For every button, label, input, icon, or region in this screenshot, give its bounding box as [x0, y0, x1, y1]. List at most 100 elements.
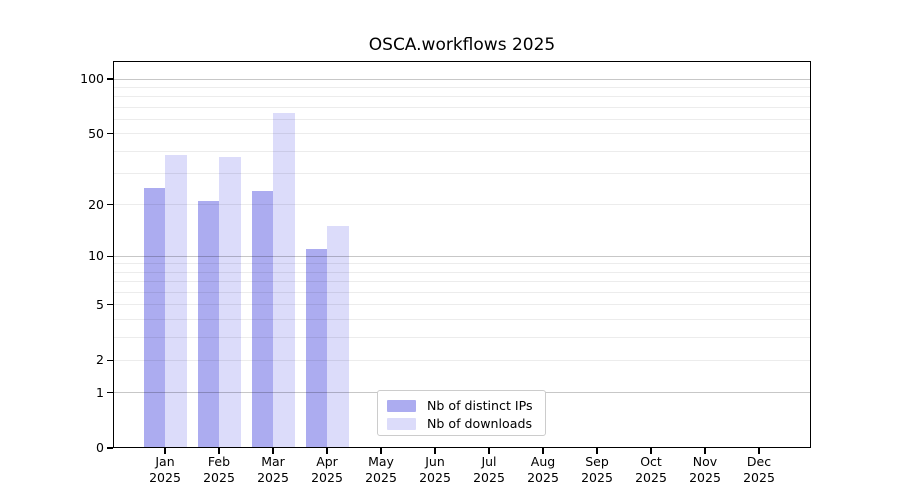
x-tick-mark-dec: [758, 448, 760, 454]
y-tick-label-100: 100: [80, 71, 104, 86]
minor-gridline-60: [113, 118, 811, 120]
month-year: 2025: [473, 470, 505, 485]
minor-gridline-2: [113, 359, 811, 361]
month-name: Sep: [585, 454, 609, 469]
bar-downloads-feb: [219, 157, 241, 448]
y-tick-mark-0: [106, 447, 113, 449]
x-tick-mark-may: [380, 448, 382, 454]
minor-gridline-40: [113, 150, 811, 152]
x-tick-label-jul: Jul 2025: [462, 454, 516, 486]
legend-label-downloads: Nb of downloads: [427, 415, 533, 431]
y-tick-label-5: 5: [96, 296, 104, 312]
y-axis-line: [113, 61, 115, 448]
x-tick-mark-jun: [434, 448, 436, 454]
minor-gridline-30: [113, 172, 811, 174]
minor-gridline-9: [113, 263, 811, 265]
y-tick-label-2: 2: [96, 352, 104, 368]
major-gridline-10: [113, 255, 811, 257]
minor-gridline-8: [113, 271, 811, 273]
plot-border-top: [113, 61, 811, 63]
month-name: Dec: [746, 454, 772, 469]
y-tick-mark-20: [106, 203, 113, 206]
x-tick-mark-oct: [650, 448, 652, 454]
minor-gridline-3: [113, 336, 811, 338]
y-tick-label-0: 0: [96, 440, 104, 455]
month-name: Jan: [155, 454, 175, 469]
bar-distinct-ips-jan: [143, 187, 165, 448]
bar-distinct-ips-mar: [251, 190, 273, 448]
y-tick-mark-5: [106, 304, 113, 306]
legend-entry-downloads: Nb of downloads: [387, 415, 536, 433]
minor-gridline-50: [113, 133, 811, 135]
x-tick-mark-aug: [542, 448, 544, 454]
bar-downloads-jan: [165, 155, 187, 448]
x-tick-label-aug: Aug 2025: [516, 454, 570, 486]
minor-gridline-7: [113, 281, 811, 283]
minor-gridline-90: [113, 86, 811, 88]
plot-border-right: [809, 61, 811, 448]
bar-downloads-mar: [273, 113, 295, 448]
month-year: 2025: [257, 470, 289, 485]
y-tick-label-10: 10: [88, 248, 104, 264]
x-tick-label-dec: Dec 2025: [732, 454, 786, 486]
x-tick-mark-mar: [272, 448, 274, 454]
minor-gridline-80: [113, 96, 811, 98]
legend-entry-distinct-ips: Nb of distinct IPs: [387, 397, 536, 415]
minor-gridline-20: [113, 204, 811, 206]
x-tick-mark-nov: [704, 448, 706, 454]
legend-swatch-distinct-ips: [387, 399, 416, 412]
bar-downloads-apr: [327, 226, 349, 448]
minor-gridline-70: [113, 106, 811, 108]
minor-gridline-5: [113, 304, 811, 306]
month-name: Feb: [207, 454, 231, 469]
x-tick-mark-jan: [164, 448, 166, 454]
month-year: 2025: [203, 470, 235, 485]
y-tick-mark-1: [106, 391, 113, 394]
legend-swatch-downloads: [387, 417, 416, 430]
month-year: 2025: [149, 470, 181, 485]
y-tick-mark-100: [106, 78, 113, 80]
month-year: 2025: [743, 470, 775, 485]
month-name: Jul: [481, 454, 497, 469]
month-name: Mar: [261, 454, 285, 469]
major-gridline-100: [113, 78, 811, 80]
month-year: 2025: [365, 470, 397, 485]
month-year: 2025: [581, 470, 613, 485]
x-tick-label-jun: Jun 2025: [408, 454, 462, 486]
x-tick-label-feb: Feb 2025: [192, 454, 246, 486]
x-tick-label-nov: Nov 2025: [678, 454, 732, 486]
month-year: 2025: [635, 470, 667, 485]
y-tick-mark-10: [106, 255, 113, 257]
month-year: 2025: [419, 470, 451, 485]
x-axis-line: [113, 446, 811, 448]
month-year: 2025: [689, 470, 721, 485]
month-name: Apr: [316, 454, 338, 469]
x-tick-label-may: May 2025: [354, 454, 408, 486]
x-tick-mark-apr: [326, 448, 328, 454]
bar-distinct-ips-feb: [197, 200, 219, 448]
x-tick-label-apr: Apr 2025: [300, 454, 354, 486]
chart-title: OSCA.workflows 2025: [368, 35, 556, 55]
x-tick-mark-jul: [488, 448, 490, 454]
plot-area: Nb of distinct IPs Nb of downloads: [113, 61, 811, 448]
month-name: Oct: [640, 454, 662, 469]
y-tick-label-20: 20: [88, 196, 104, 212]
x-tick-mark-feb: [218, 448, 220, 454]
legend: Nb of distinct IPs Nb of downloads: [377, 390, 546, 436]
minor-gridline-6: [113, 291, 811, 293]
y-tick-label-50: 50: [88, 125, 104, 141]
x-tick-label-sep: Sep 2025: [570, 454, 624, 486]
month-name: May: [368, 454, 394, 469]
x-tick-label-mar: Mar 2025: [246, 454, 300, 486]
minor-gridline-4: [113, 318, 811, 320]
y-tick-mark-50: [106, 132, 113, 135]
month-name: Nov: [692, 454, 718, 469]
month-name: Jun: [425, 454, 445, 469]
month-year: 2025: [527, 470, 559, 485]
x-tick-mark-sep: [596, 448, 598, 454]
x-tick-label-jan: Jan 2025: [138, 454, 192, 486]
y-tick-label-1: 1: [96, 384, 104, 400]
legend-label-distinct-ips: Nb of distinct IPs: [427, 397, 533, 413]
month-name: Aug: [530, 454, 556, 469]
